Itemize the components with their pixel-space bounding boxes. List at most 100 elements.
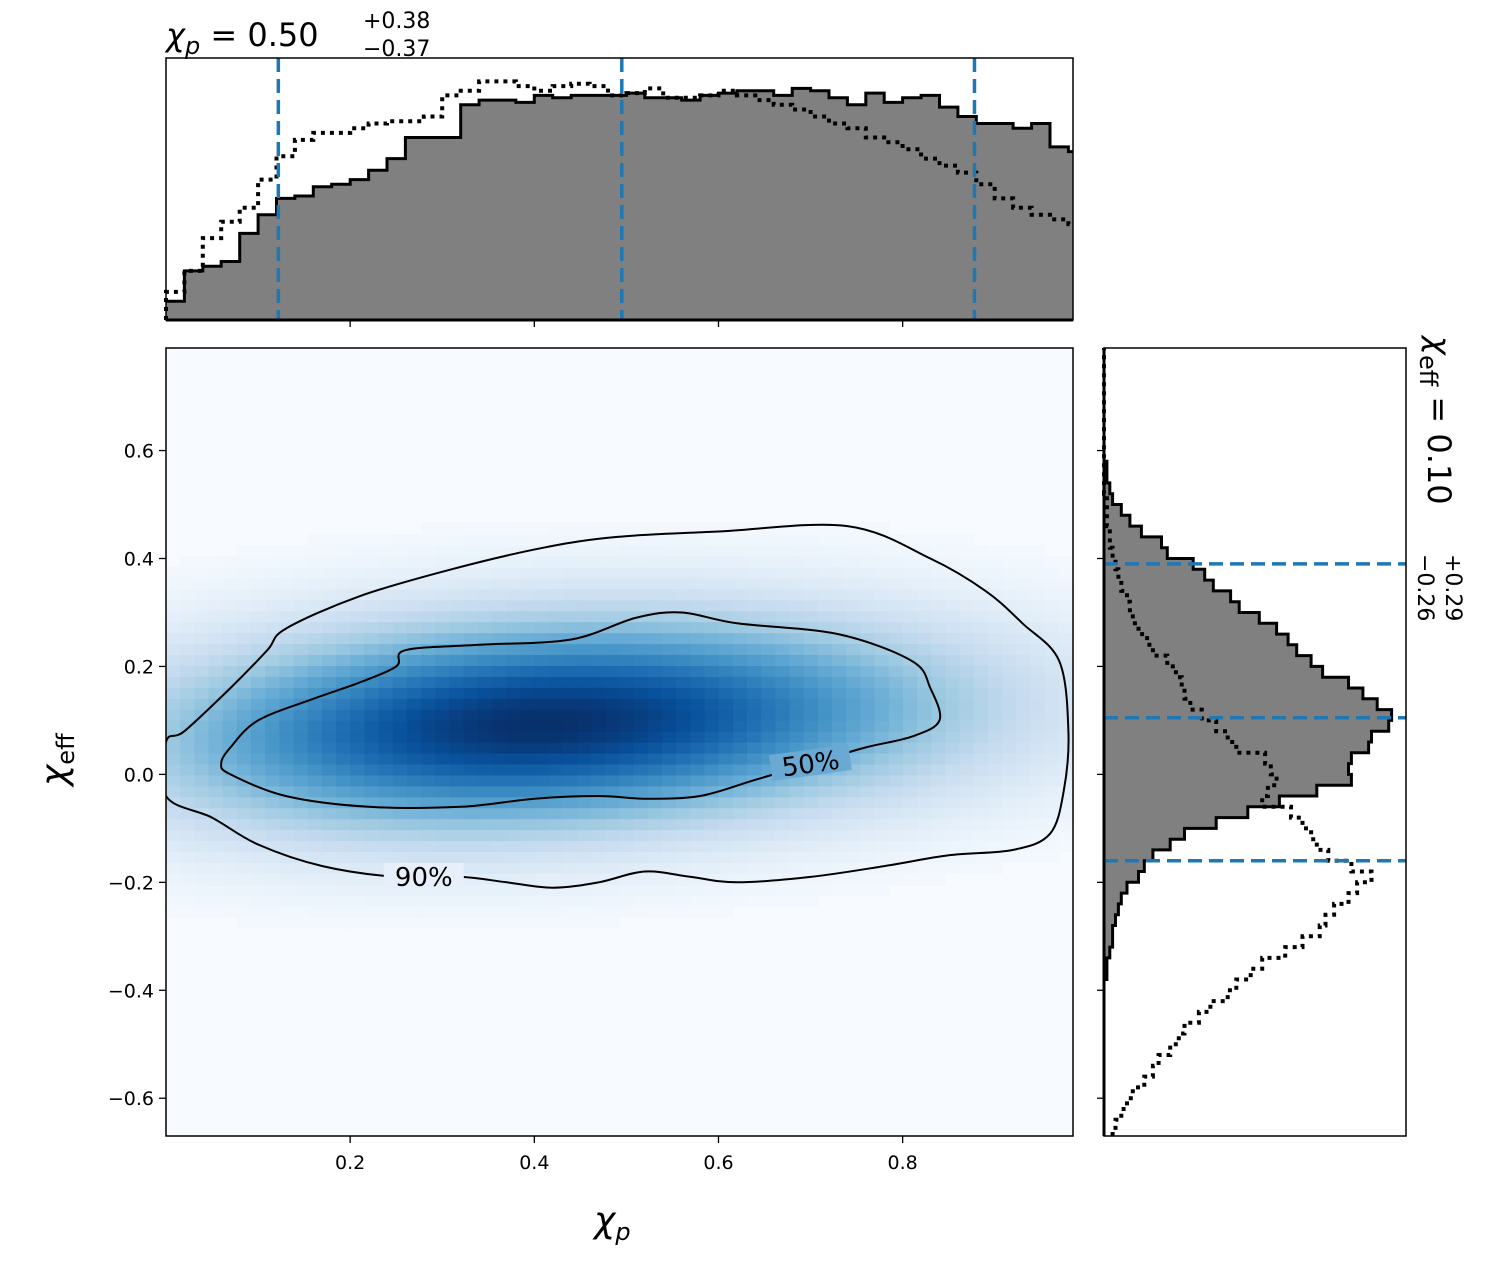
heatmap-cell [888, 873, 904, 885]
y-tick-label: −0.4 [108, 980, 154, 1002]
heatmap-cell [846, 643, 862, 656]
heatmap-cell [236, 752, 252, 765]
heatmap-cell [194, 599, 210, 612]
heatmap-cell [662, 895, 677, 907]
heatmap-cell [463, 709, 479, 721]
heatmap-cell [690, 840, 706, 853]
heatmap-cell [336, 709, 351, 721]
heatmap-cell [364, 917, 380, 929]
heatmap-cell [888, 588, 904, 601]
heatmap-cell [378, 742, 394, 754]
heatmap-cell [222, 851, 238, 863]
heatmap-cell [421, 829, 436, 842]
heatmap-cell [265, 906, 280, 918]
heatmap-cell [931, 752, 947, 765]
heatmap-cell [874, 851, 890, 863]
heatmap-cell [945, 588, 961, 601]
heatmap-cell [236, 851, 252, 863]
top-histogram-bars [164, 58, 1073, 322]
heatmap-cell [548, 906, 564, 918]
heatmap-cell [817, 676, 833, 688]
heatmap-cell [520, 720, 536, 732]
heatmap-cell [194, 731, 210, 743]
heatmap-cell [690, 873, 706, 885]
heatmap-cell [591, 742, 606, 754]
heatmap-cell [690, 676, 706, 688]
heatmap-cell [633, 829, 649, 842]
heatmap-cell [662, 698, 677, 710]
heatmap-cell [506, 643, 521, 656]
heatmap-cell [1016, 599, 1032, 612]
heatmap-cell [293, 917, 309, 929]
heatmap-cell [378, 610, 394, 623]
heatmap-cell [761, 807, 776, 820]
heatmap-cell [222, 599, 238, 612]
heatmap-cell [619, 654, 635, 666]
heatmap-cell [591, 884, 606, 896]
heatmap-cell [931, 632, 947, 645]
heatmap-cell [1002, 577, 1017, 590]
heatmap-cell [874, 621, 890, 634]
heatmap-cell [548, 742, 564, 754]
heatmap-cell [251, 545, 266, 557]
heatmap-cell [350, 654, 365, 666]
heatmap-cell [789, 807, 805, 820]
heatmap-cell [690, 895, 706, 907]
heatmap-cell [1002, 752, 1017, 765]
heatmap-cell [747, 545, 762, 557]
heatmap-cell [605, 895, 621, 907]
heatmap-cell [236, 731, 252, 743]
heatmap-cell [265, 873, 280, 885]
heatmap-cell [251, 643, 266, 656]
heatmap-cell [647, 774, 663, 787]
heatmap-cell [265, 599, 280, 612]
heatmap-cell [378, 785, 394, 798]
heatmap-cell [662, 577, 677, 590]
heatmap-cell [208, 720, 224, 732]
heatmap-cell [336, 895, 351, 907]
heatmap-cell [265, 862, 280, 874]
heatmap-cell [803, 818, 819, 831]
heatmap-cell [803, 621, 819, 634]
heatmap-cell [605, 709, 621, 721]
heatmap-cell [676, 785, 691, 798]
heatmap-cell [491, 785, 507, 798]
heatmap-cell [647, 873, 663, 885]
heatmap-cell [633, 774, 649, 787]
heatmap-cell [293, 632, 309, 645]
heatmap-cell [931, 566, 947, 579]
heatmap-cell [321, 742, 337, 754]
heatmap-cell [619, 742, 635, 754]
heatmap-cell [662, 643, 677, 656]
heatmap-cell [789, 632, 805, 645]
heatmap-cell [1002, 654, 1017, 666]
heatmap-cell [761, 643, 776, 656]
heatmap-cell [506, 785, 521, 798]
heatmap-cell [321, 774, 337, 787]
heatmap-cell [902, 873, 918, 885]
heatmap-cell [846, 851, 862, 863]
heatmap-cell [392, 851, 408, 863]
heatmap-cell [364, 588, 380, 601]
heatmap-cell [194, 895, 210, 907]
heatmap-cell [520, 523, 536, 535]
heatmap-cell [732, 807, 748, 820]
heatmap-cell [789, 720, 805, 732]
heatmap-cell [293, 851, 309, 863]
heatmap-cell [662, 906, 677, 918]
heatmap-cell [647, 566, 663, 579]
heatmap-cell [605, 774, 621, 787]
heatmap-cell [435, 796, 451, 809]
heatmap-cell [180, 763, 195, 776]
heatmap-cell [817, 577, 833, 590]
heatmap-cell [265, 566, 280, 579]
heatmap-cell [775, 862, 791, 874]
heatmap-cell [846, 720, 862, 732]
heatmap-cell [775, 665, 791, 677]
heatmap-cell [789, 731, 805, 743]
heatmap-cell [364, 632, 380, 645]
heatmap-cell [534, 796, 550, 809]
heatmap-cell [336, 676, 351, 688]
heatmap-cell [548, 676, 564, 688]
heatmap-cell [732, 862, 748, 874]
